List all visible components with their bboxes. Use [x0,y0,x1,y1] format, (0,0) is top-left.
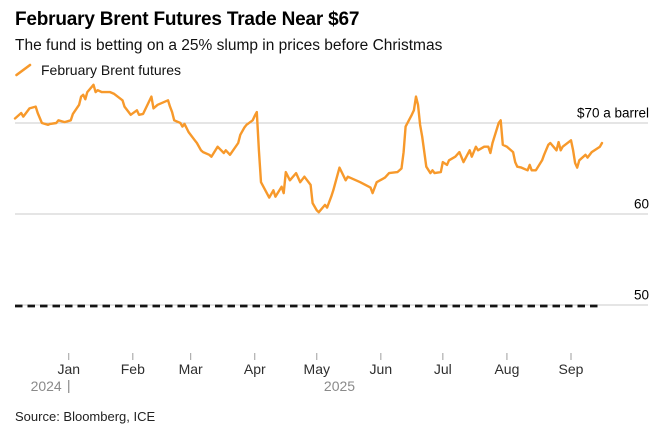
legend: February Brent futures [14,62,181,78]
legend-line-marker-icon [15,63,32,77]
x-tick-label-Aug: Aug [494,361,519,377]
x-tick-label-Mar: Mar [179,361,203,377]
x-tick-label-Jul: Jul [434,361,452,377]
year-label-2024: 2024 [31,378,62,394]
x-tick-label-Jun: Jun [370,361,393,377]
x-tick-label-May: May [304,361,330,377]
x-tick-label-Feb: Feb [121,361,145,377]
series-line [13,83,604,214]
x-tick-label-Jan: Jan [57,361,80,377]
x-tick-label-Sep: Sep [559,361,584,377]
y-tick-label-50: 50 [634,288,649,303]
x-axis: Jan Feb Mar Apr May Jun Jul Aug Sep 2024 2025 [31,353,584,394]
x-tick-label-Apr: Apr [244,361,266,377]
gridlines [15,122,648,306]
chart-subtitle: The fund is betting on a 25% slump in pr… [15,37,443,54]
legend-series-label: February Brent futures [41,62,182,78]
year-label-2025: 2025 [324,378,355,394]
y-tick-label-60: 60 [634,197,649,212]
y-axis-labels: $70 a barrel 60 50 [577,106,649,303]
page-title: February Brent Futures Trade Near $67 [15,9,360,30]
source-note: Source: Bloomberg, ICE [15,409,156,424]
price-line-series [13,83,604,214]
y-tick-label-70: $70 a barrel [577,106,649,121]
